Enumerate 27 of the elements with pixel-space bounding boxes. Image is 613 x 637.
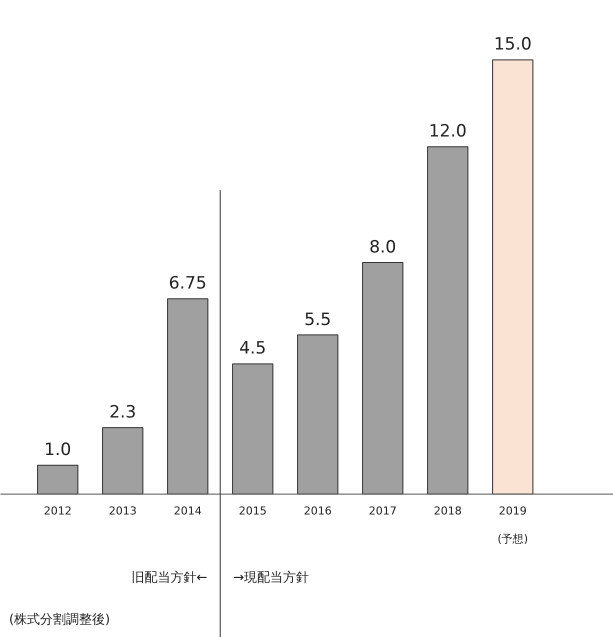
bar [492,59,534,495]
data-label: 1.0 [44,440,72,460]
data-label: 2.3 [109,402,136,422]
x-tick-label: 2013 [108,504,137,518]
bar [102,427,144,495]
x-tick-label: 2018 [434,504,462,518]
bar [37,464,78,495]
x-tick-label: 2014 [174,504,202,518]
data-label: 4.5 [239,338,266,359]
x-tick-label: 2012 [44,504,72,518]
category-label: 2019 (予想) [497,504,528,546]
bar [362,262,404,495]
x-tick-label: 2016 [304,504,332,518]
text: (株式分割調整後) [8,612,110,628]
data-label: 5.5 [304,310,332,330]
data-label: 6.75 [168,274,207,294]
text: 旧配当方針← [131,570,208,586]
data-label: 8.0 [369,237,396,258]
data-label: 12.0 [428,122,467,142]
x-tick-label: 2017 [368,504,397,518]
x-tick-label: 2015 [238,504,267,518]
data-label: 15.0 [494,34,532,55]
bar [232,363,274,495]
bar [167,298,208,495]
text: →現配当方針 [233,570,310,586]
bar [297,334,338,495]
bar [427,146,468,495]
